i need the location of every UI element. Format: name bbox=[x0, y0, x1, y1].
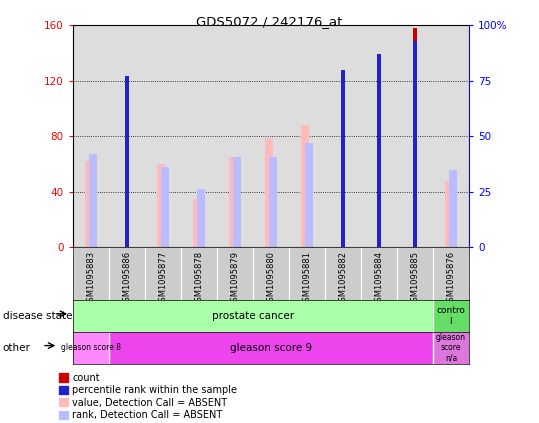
Bar bbox=[301, 125, 309, 247]
Bar bbox=[229, 157, 237, 247]
Bar bbox=[265, 138, 273, 247]
Bar bbox=[433, 300, 469, 332]
Text: GSM1095882: GSM1095882 bbox=[338, 251, 347, 307]
Text: gleason score 9: gleason score 9 bbox=[230, 343, 312, 353]
Text: GSM1095881: GSM1095881 bbox=[302, 251, 312, 307]
Text: GSM1095880: GSM1095880 bbox=[266, 251, 275, 307]
Bar bbox=[269, 157, 277, 247]
Text: GSM1095879: GSM1095879 bbox=[230, 251, 239, 307]
Bar bbox=[125, 77, 129, 247]
Text: other: other bbox=[3, 343, 31, 353]
Bar bbox=[377, 73, 381, 247]
Bar bbox=[125, 137, 129, 247]
Legend: count, percentile rank within the sample, value, Detection Call = ABSENT, rank, : count, percentile rank within the sample… bbox=[59, 373, 237, 420]
Bar bbox=[85, 162, 93, 247]
Bar bbox=[193, 199, 201, 247]
Text: gleason score 8: gleason score 8 bbox=[61, 343, 121, 352]
Bar bbox=[73, 332, 109, 364]
Text: GDS5072 / 242176_at: GDS5072 / 242176_at bbox=[196, 15, 343, 28]
Bar bbox=[161, 167, 169, 247]
Text: GSM1095876: GSM1095876 bbox=[446, 251, 455, 307]
Bar bbox=[413, 28, 417, 247]
Bar bbox=[89, 154, 97, 247]
Text: prostate cancer: prostate cancer bbox=[212, 311, 294, 321]
Bar bbox=[433, 332, 469, 364]
Text: GSM1095883: GSM1095883 bbox=[86, 251, 95, 307]
Bar bbox=[377, 54, 381, 247]
Bar bbox=[233, 157, 241, 247]
Text: GSM1095878: GSM1095878 bbox=[195, 251, 203, 307]
Bar bbox=[305, 143, 313, 247]
Bar bbox=[197, 189, 205, 247]
Bar bbox=[341, 70, 345, 247]
Text: contro
l: contro l bbox=[437, 307, 465, 326]
Bar bbox=[341, 102, 345, 247]
Bar bbox=[109, 332, 433, 364]
Bar bbox=[413, 41, 417, 247]
Bar bbox=[157, 164, 164, 247]
Text: GSM1095877: GSM1095877 bbox=[158, 251, 167, 307]
Text: GSM1095884: GSM1095884 bbox=[375, 251, 383, 307]
Text: disease state: disease state bbox=[3, 311, 72, 321]
Text: gleason
score
n/a: gleason score n/a bbox=[436, 333, 466, 363]
Bar bbox=[445, 181, 453, 247]
Text: GSM1095885: GSM1095885 bbox=[410, 251, 419, 307]
Bar bbox=[449, 170, 457, 247]
Text: GSM1095886: GSM1095886 bbox=[122, 251, 132, 307]
